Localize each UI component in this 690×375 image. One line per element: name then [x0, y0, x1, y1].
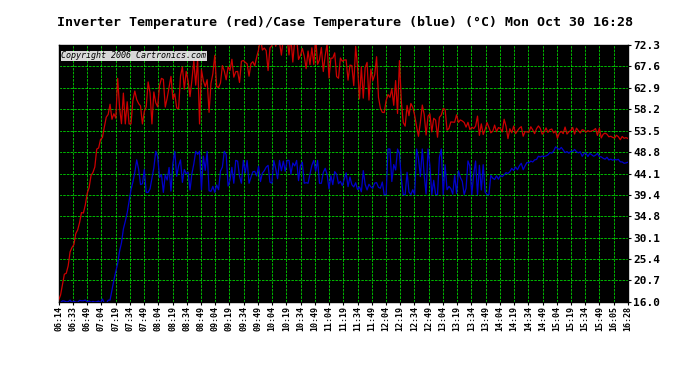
- Text: Copyright 2006 Cartronics.com: Copyright 2006 Cartronics.com: [61, 51, 206, 60]
- Text: Inverter Temperature (red)/Case Temperature (blue) (°C) Mon Oct 30 16:28: Inverter Temperature (red)/Case Temperat…: [57, 16, 633, 29]
